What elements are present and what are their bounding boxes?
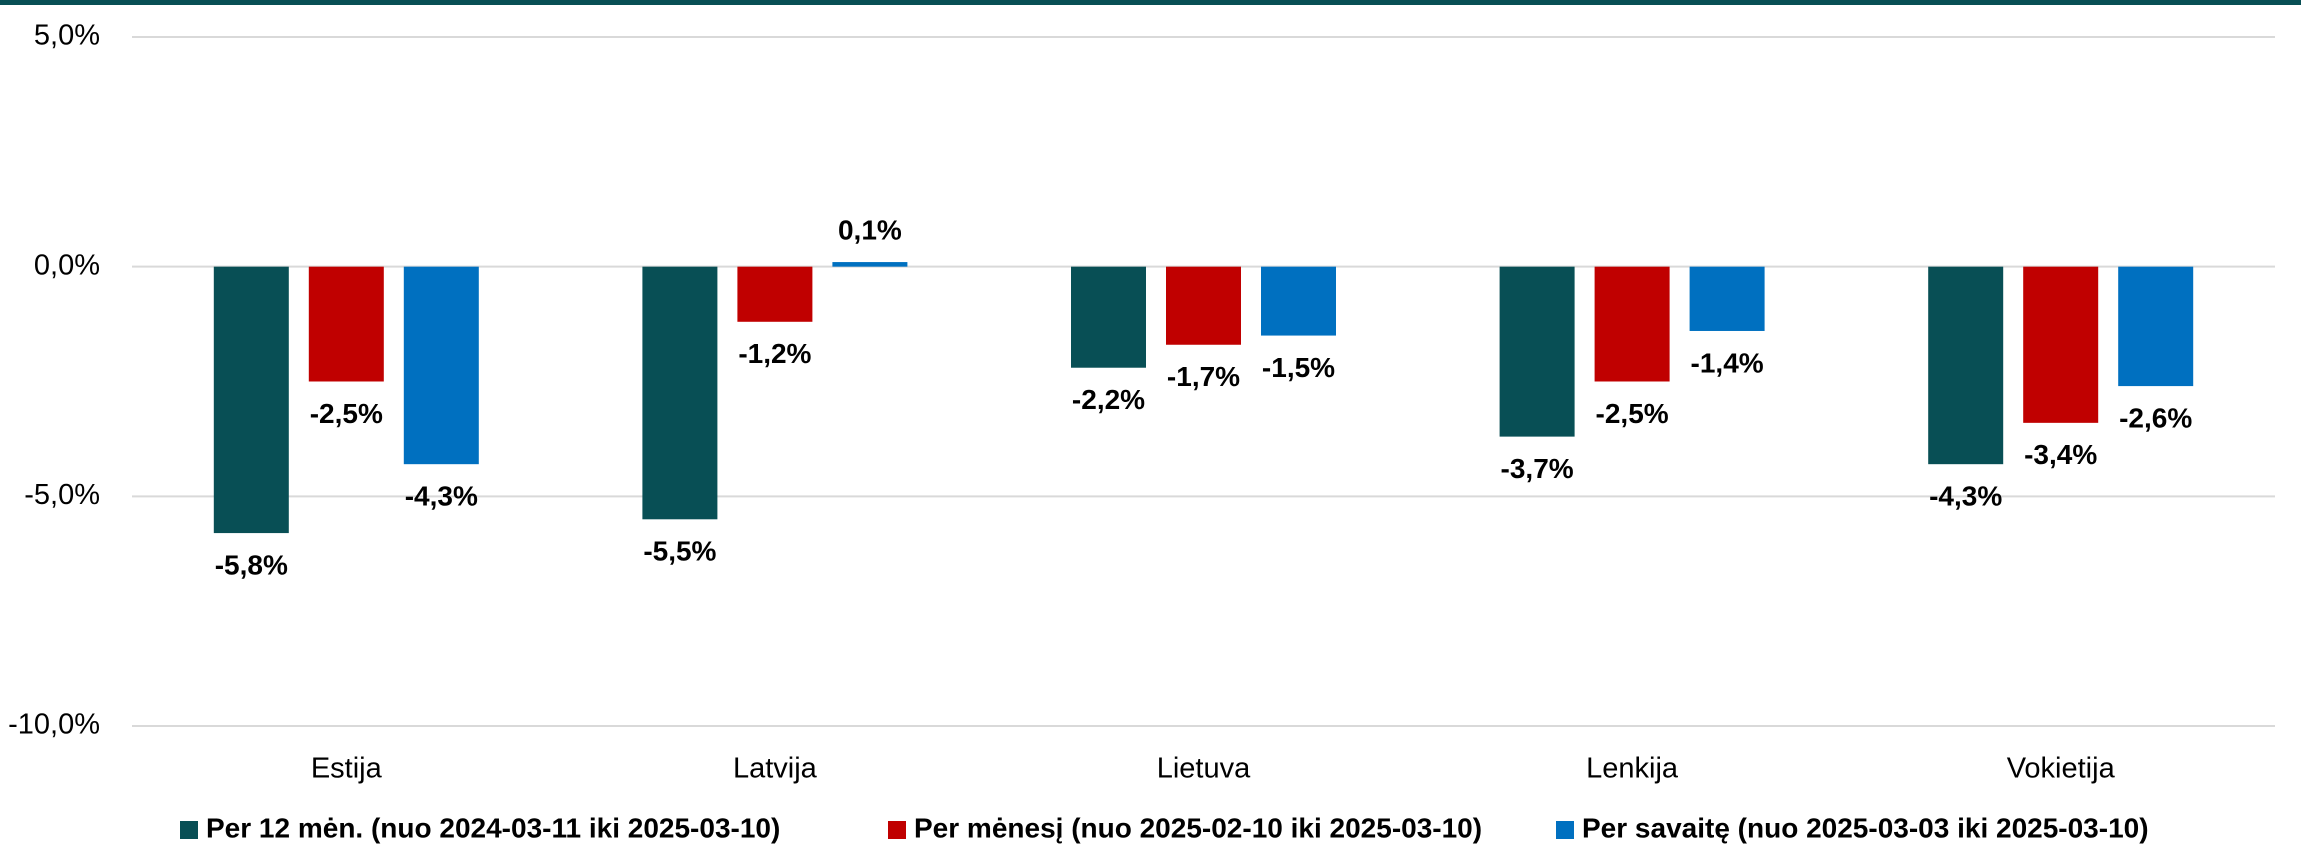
bar (737, 266, 813, 322)
x-tick-label: Lietuva (1157, 753, 1251, 785)
bar (213, 266, 289, 534)
legend-label: Per savaitę (nuo 2025-03-03 iki 2025-03-… (1582, 812, 2149, 843)
bar (1499, 266, 1575, 437)
bar (1071, 266, 1146, 368)
value-label: -1,7% (1167, 361, 1240, 392)
bar (1928, 266, 2004, 465)
legend-swatch (180, 821, 198, 839)
top-bar (0, 0, 2301, 5)
bar (403, 266, 479, 465)
legend-label: Per 12 mėn. (nuo 2024-03-11 iki 2025-03-… (206, 812, 780, 843)
value-label: -4,3% (405, 481, 478, 512)
value-label: -5,5% (643, 536, 716, 567)
legend-label: Per mėnesį (nuo 2025-02-10 iki 2025-03-1… (914, 812, 1482, 843)
value-label: 0,1% (838, 214, 902, 245)
bar (2023, 266, 2099, 423)
value-label: -2,2% (1072, 384, 1145, 415)
bar (2118, 266, 2194, 387)
value-label: -1,5% (1262, 352, 1335, 383)
x-tick-label: Latvija (733, 753, 818, 785)
legend-swatch (888, 821, 906, 839)
value-label: -2,6% (2119, 402, 2192, 433)
bar (1689, 266, 1765, 331)
bar (1166, 266, 1241, 345)
bar (832, 262, 908, 267)
value-label: -2,5% (1596, 398, 1669, 429)
bar (1261, 266, 1336, 336)
y-tick-label: -10,0% (8, 709, 100, 741)
x-tick-label: Estija (311, 753, 383, 785)
value-label: -4,3% (1929, 481, 2002, 512)
value-label: -5,8% (215, 549, 288, 580)
value-label: -2,5% (310, 398, 383, 429)
value-label: -1,2% (738, 338, 811, 369)
legend-swatch (1556, 821, 1574, 839)
x-tick-label: Vokietija (2007, 753, 2116, 785)
bar (1594, 266, 1670, 382)
y-tick-label: -5,0% (24, 479, 100, 511)
value-label: -3,4% (2024, 439, 2097, 470)
value-label: -1,4% (1691, 347, 1764, 378)
value-label: -3,7% (1501, 453, 1574, 484)
bar (308, 266, 384, 382)
bar (642, 266, 718, 520)
y-tick-label: 0,0% (34, 249, 100, 281)
y-tick-label: 5,0% (34, 20, 100, 52)
x-tick-label: Lenkija (1586, 753, 1679, 785)
